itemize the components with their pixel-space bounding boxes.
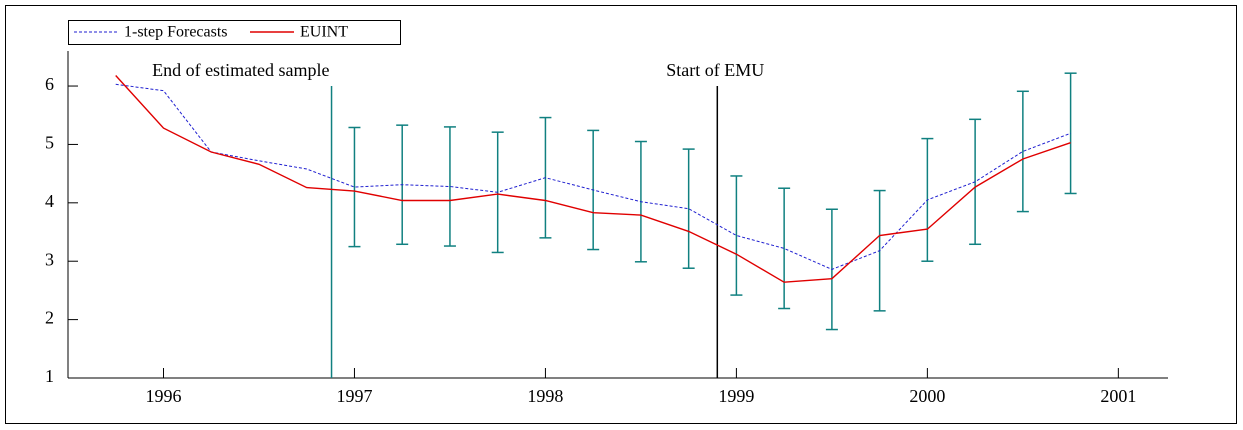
series-line: [115, 83, 1071, 270]
x-tick-label: 2001: [1100, 386, 1136, 406]
x-tick-label: 1996: [145, 386, 181, 406]
series-line: [115, 75, 1071, 283]
y-tick-label: 6: [45, 74, 54, 94]
x-tick-label: 1998: [527, 386, 563, 406]
frame: [5, 5, 1237, 424]
legend-box: [68, 20, 401, 45]
y-tick-label: 2: [45, 308, 54, 328]
legend-label: EUINT: [300, 24, 348, 41]
y-tick-label: 3: [45, 249, 54, 269]
y-tick-label: 1: [45, 366, 54, 386]
x-tick-label: 2000: [909, 386, 945, 406]
legend-label: 1-step Forecasts: [124, 24, 228, 41]
annotation-text: Start of EMU: [666, 60, 764, 80]
x-tick-label: 1999: [718, 386, 754, 406]
legend: [68, 20, 401, 45]
annotation-text: End of estimated sample: [152, 60, 329, 80]
x-tick-label: 1997: [336, 386, 372, 406]
y-tick-label: 5: [45, 133, 54, 153]
y-tick-label: 4: [45, 191, 54, 211]
